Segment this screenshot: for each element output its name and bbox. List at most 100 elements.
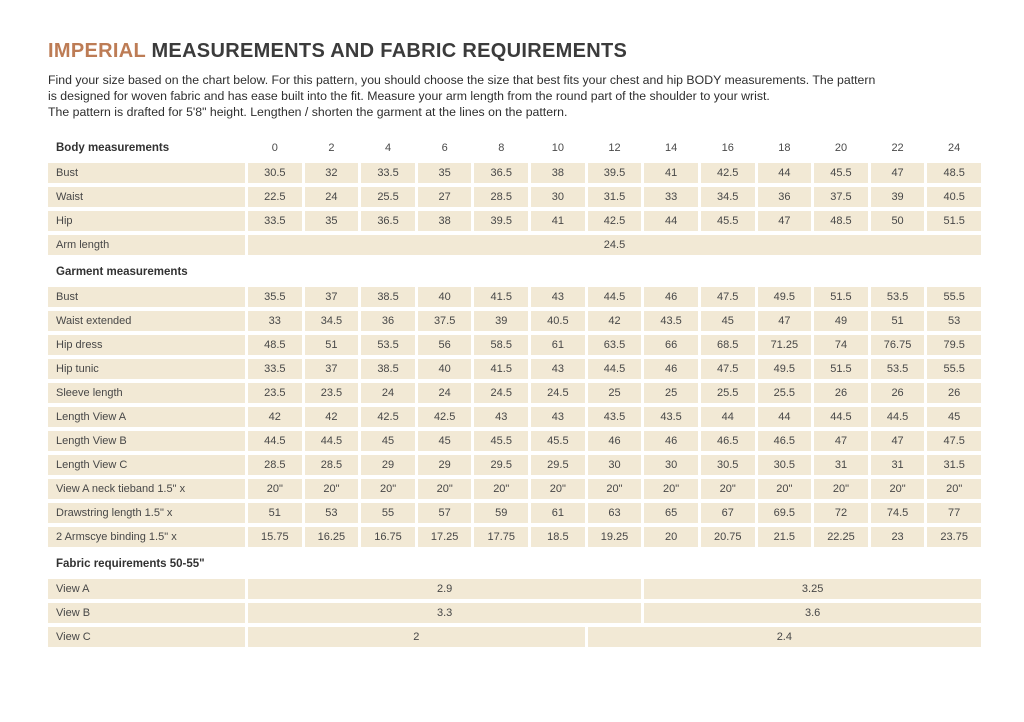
table-row: Waist extended 33 34.5 36 37.5 39 40.5 42 43.5 45…: [48, 311, 981, 331]
value-cell: 40: [417, 287, 472, 307]
value-cell: 26: [870, 383, 925, 403]
value-cell: 30.5: [757, 455, 812, 475]
merged-value-cell: 3.25: [644, 579, 981, 599]
value-cell: 30.5: [248, 163, 302, 183]
value-cell: 22.5: [248, 187, 302, 207]
table-row: Length View A 42 42 42.5 42.5 43 43 43.5 43.5 44 4…: [48, 407, 981, 427]
value-cell: 45.5: [814, 163, 868, 183]
table-row: View A neck tieband 1.5" x 20" 20" 20" 20" 20…: [48, 479, 981, 499]
value-cell: 43.5: [644, 407, 698, 427]
value-cell: 46: [587, 431, 642, 451]
value-cell: 20": [700, 479, 755, 499]
value-cell: 44.5: [304, 431, 359, 451]
value-cell: 33: [248, 311, 302, 331]
value-cell: 44.5: [814, 407, 868, 427]
intro-text: Find your size based on the chart below.…: [48, 72, 981, 120]
size-column-header: 24: [948, 142, 961, 154]
row-label: Drawstring length 1.5" x: [48, 503, 245, 523]
table-row: Arm length 24.5: [48, 235, 981, 255]
size-column-header: 18: [778, 142, 791, 154]
value-cell: 55.5: [927, 359, 981, 379]
value-cell: 46.5: [757, 431, 812, 451]
value-cell: 24.5: [474, 383, 529, 403]
row-label: Length View C: [48, 455, 245, 475]
value-cell: 33.5: [248, 211, 302, 231]
value-cell: 76.75: [870, 335, 925, 355]
value-cell: 20": [814, 479, 868, 499]
row-label: Bust: [48, 287, 245, 307]
value-cell: 23.75: [927, 527, 981, 547]
value-cell: 47.5: [700, 287, 755, 307]
value-cell: 31.5: [587, 187, 642, 207]
value-cell: 22.25: [814, 527, 868, 547]
value-cell: 24: [361, 383, 415, 403]
table-row: Hip tunic 33.5 37 38.5 40 41.5 43 44.5 46 47.5 49.…: [48, 359, 981, 379]
merged-value-cell: 24.5: [248, 235, 981, 255]
value-cell: 33.5: [361, 163, 415, 183]
value-cell: 58.5: [474, 335, 529, 355]
value-cell: 56: [417, 335, 472, 355]
table-row: 2 Armscye binding 1.5" x 15.75 16.25 16.75 1…: [48, 527, 981, 547]
value-cell: 25: [644, 383, 698, 403]
value-cell: 20.75: [700, 527, 755, 547]
value-cell: 29.5: [531, 455, 585, 475]
value-cell: 41: [531, 211, 585, 231]
value-cell: 28.5: [248, 455, 302, 475]
row-label: Waist extended: [48, 311, 245, 331]
value-cell: 51: [870, 311, 925, 331]
intro-line-3: The pattern is drafted for 5'8" height. …: [48, 105, 568, 119]
value-cell: 40: [417, 359, 472, 379]
section-header-row: Garment measurements: [48, 262, 981, 282]
value-cell: 31: [814, 455, 868, 475]
size-column-header: 0: [271, 142, 278, 154]
value-cell: 37.5: [814, 187, 868, 207]
value-cell: 20": [248, 479, 302, 499]
value-cell: 47: [757, 311, 812, 331]
value-cell: 20": [644, 479, 698, 499]
value-cell: 45: [927, 407, 981, 427]
value-cell: 46: [644, 359, 698, 379]
value-cell: 38.5: [361, 359, 415, 379]
value-cell: 45: [700, 311, 755, 331]
value-cell: 49: [814, 311, 868, 331]
value-cell: 47.5: [927, 431, 981, 451]
value-cell: 36: [757, 187, 812, 207]
value-cell: 48.5: [927, 163, 981, 183]
value-cell: 57: [417, 503, 472, 523]
value-cell: 45.5: [474, 431, 529, 451]
value-cell: 31.5: [927, 455, 981, 475]
value-cell: 34.5: [700, 187, 755, 207]
merged-value-cell: 3.3: [248, 603, 642, 623]
value-cell: 20": [417, 479, 472, 499]
row-label: Sleeve length: [48, 383, 245, 403]
row-label: Waist: [48, 187, 245, 207]
value-cell: 24: [304, 187, 359, 207]
value-cell: 38: [417, 211, 472, 231]
value-cell: 74: [814, 335, 868, 355]
value-cell: 23.5: [248, 383, 302, 403]
merged-value-cell: 2: [248, 627, 585, 647]
value-cell: 44.5: [248, 431, 302, 451]
value-cell: 71.25: [757, 335, 812, 355]
value-cell: 45.5: [531, 431, 585, 451]
value-cell: 67: [700, 503, 755, 523]
row-label: Bust: [48, 163, 245, 183]
value-cell: 44.5: [587, 287, 642, 307]
value-cell: 16.25: [304, 527, 359, 547]
value-cell: 43.5: [644, 311, 698, 331]
value-cell: 45.5: [700, 211, 755, 231]
value-cell: 30: [644, 455, 698, 475]
size-column-header: 20: [834, 142, 848, 154]
value-cell: 55.5: [927, 287, 981, 307]
value-cell: 47: [814, 431, 868, 451]
table-row: View A 2.9 3.25: [48, 579, 981, 599]
merged-value-cell: 3.6: [644, 603, 981, 623]
row-label: View B: [48, 603, 245, 623]
value-cell: 30: [587, 455, 642, 475]
value-cell: 42: [248, 407, 302, 427]
value-cell: 31: [870, 455, 925, 475]
value-cell: 39.5: [587, 163, 642, 183]
value-cell: 42.5: [361, 407, 415, 427]
merged-value-cell: 2.4: [587, 627, 981, 647]
value-cell: 28.5: [304, 455, 359, 475]
